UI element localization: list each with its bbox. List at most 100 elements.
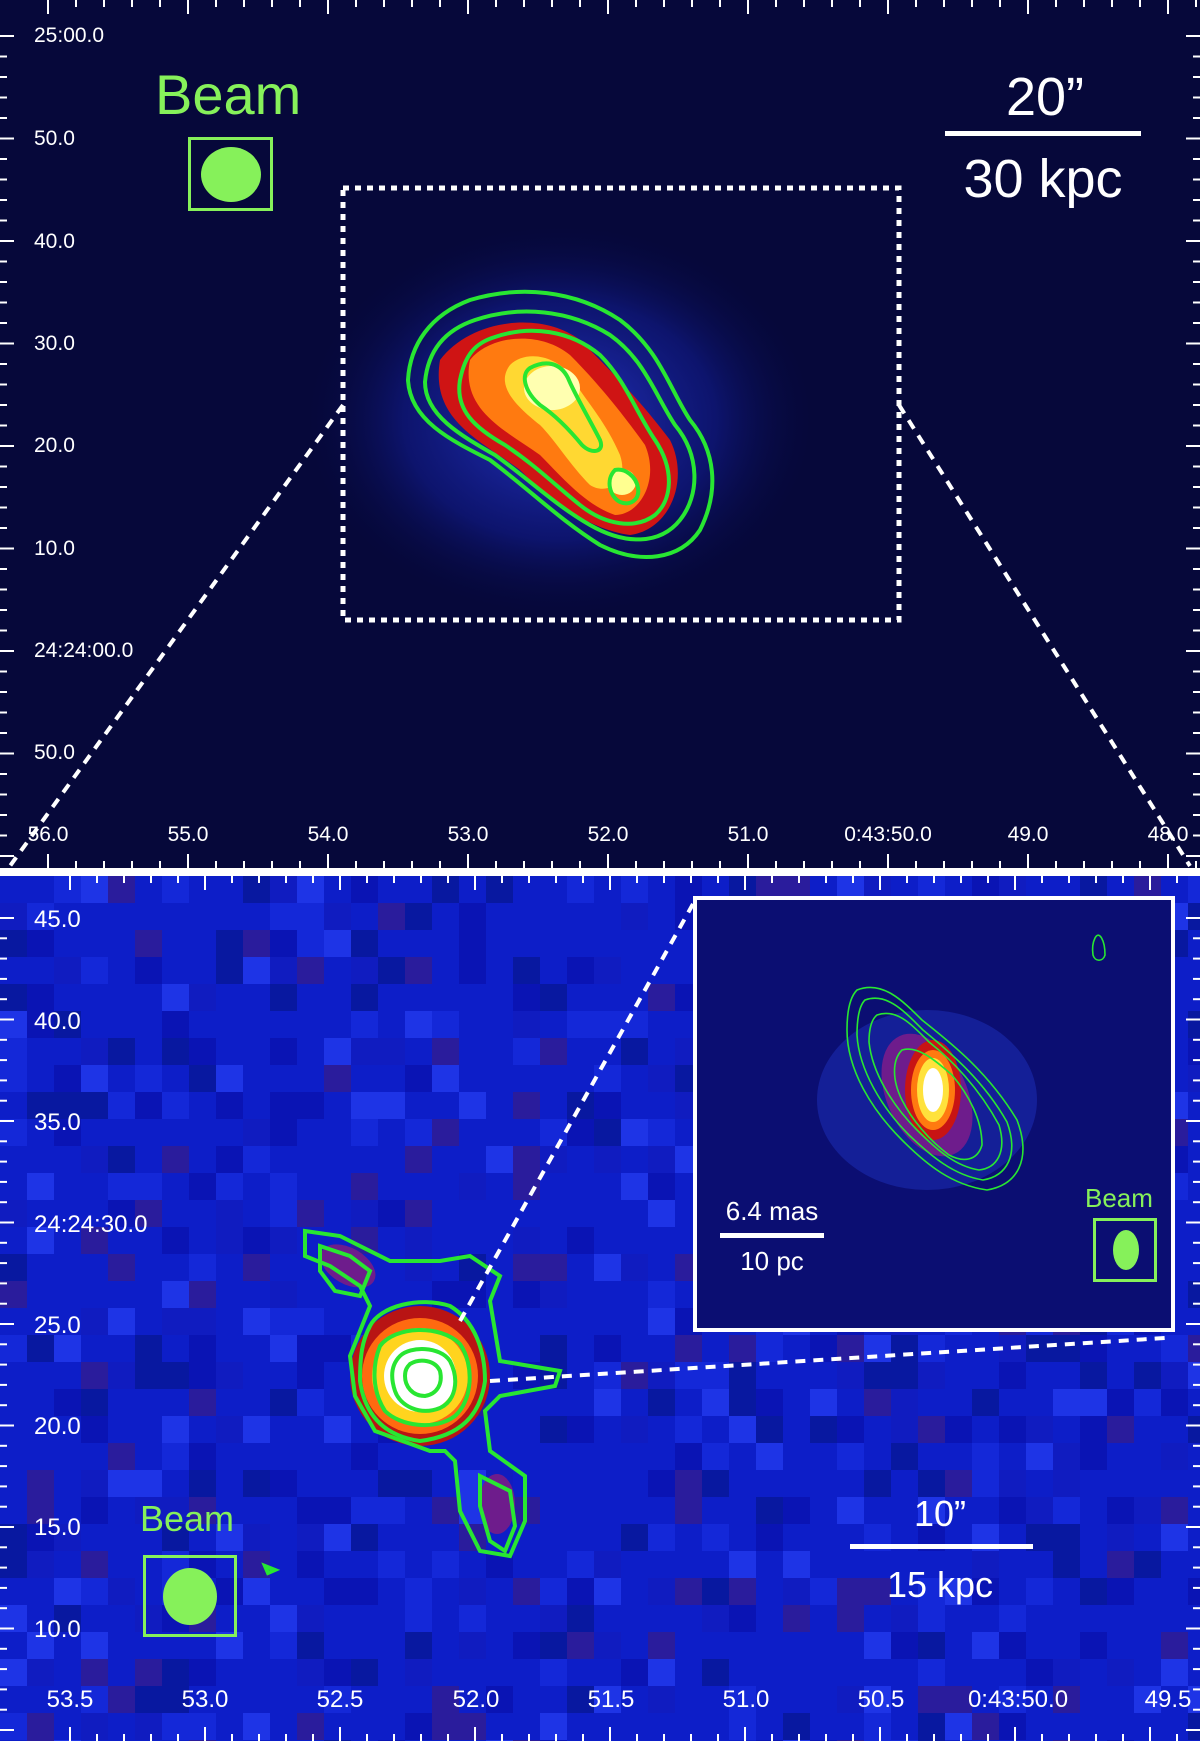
noise-pixel: [405, 1632, 432, 1659]
noise-pixel: [216, 1416, 243, 1443]
noise-pixel: [567, 1092, 594, 1119]
noise-pixel: [1080, 1362, 1107, 1389]
noise-pixel: [162, 1497, 189, 1524]
noise-pixel: [189, 1470, 216, 1497]
noise-pixel: [0, 984, 27, 1011]
noise-pixel: [162, 876, 189, 903]
noise-pixel: [216, 930, 243, 957]
noise-pixel: [837, 1605, 864, 1632]
noise-pixel: [702, 1578, 729, 1605]
noise-pixel: [351, 876, 378, 903]
noise-pixel: [675, 1335, 702, 1362]
noise-pixel: [864, 1362, 891, 1389]
noise-pixel: [756, 1497, 783, 1524]
noise-pixel: [783, 1497, 810, 1524]
noise-pixel: [594, 1551, 621, 1578]
noise-pixel: [135, 1605, 162, 1632]
noise-pixel: [81, 1551, 108, 1578]
noise-pixel: [0, 903, 27, 930]
noise-pixel: [621, 1254, 648, 1281]
noise-pixel: [135, 1659, 162, 1686]
noise-pixel: [108, 876, 135, 903]
noise-pixel: [540, 1038, 567, 1065]
noise-pixel: [621, 1524, 648, 1551]
noise-pixel: [513, 1092, 540, 1119]
noise-pixel: [351, 957, 378, 984]
noise-pixel: [27, 984, 54, 1011]
top-x-tick-label: 0:43:50.0: [844, 823, 932, 846]
noise-pixel: [621, 1362, 648, 1389]
noise-pixel: [189, 1308, 216, 1335]
noise-pixel: [405, 1119, 432, 1146]
noise-pixel: [297, 1092, 324, 1119]
inset-core-peak: [923, 1068, 943, 1112]
noise-pixel: [324, 1524, 351, 1551]
noise-pixel: [675, 1443, 702, 1470]
noise-pixel: [270, 1119, 297, 1146]
noise-pixel: [540, 1335, 567, 1362]
noise-pixel: [1188, 1011, 1200, 1038]
noise-pixel: [324, 930, 351, 957]
noise-pixel: [243, 1416, 270, 1443]
noise-pixel: [1107, 1578, 1134, 1605]
noise-pixel: [405, 1578, 432, 1605]
noise-pixel: [621, 1011, 648, 1038]
bottom-y-tick-label: 24:24:30.0: [34, 1211, 148, 1238]
noise-pixel: [324, 1416, 351, 1443]
noise-pixel: [621, 876, 648, 903]
noise-pixel: [621, 1119, 648, 1146]
noise-pixel: [1107, 1389, 1134, 1416]
noise-pixel: [108, 1254, 135, 1281]
noise-pixel: [459, 1713, 486, 1740]
top-scale-distance: 30 kpc: [963, 149, 1123, 209]
noise-pixel: [918, 1713, 945, 1740]
noise-pixel: [189, 1659, 216, 1686]
bottom-x-tick-label: 51.5: [587, 1686, 635, 1713]
noise-pixel: [432, 1065, 459, 1092]
noise-pixel: [594, 1632, 621, 1659]
bottom-y-tick-label: 15.0: [34, 1514, 81, 1541]
noise-pixel: [1107, 1524, 1134, 1551]
noise-pixel: [324, 1497, 351, 1524]
noise-pixel: [216, 1146, 243, 1173]
noise-pixel: [297, 1335, 324, 1362]
noise-pixel: [567, 1011, 594, 1038]
noise-pixel: [540, 984, 567, 1011]
noise-pixel: [567, 1416, 594, 1443]
noise-pixel: [405, 1146, 432, 1173]
noise-pixel: [891, 1335, 918, 1362]
noise-pixel: [351, 1092, 378, 1119]
noise-pixel: [945, 1470, 972, 1497]
noise-pixel: [405, 1605, 432, 1632]
noise-pixel: [135, 957, 162, 984]
noise-pixel: [54, 1092, 81, 1119]
noise-pixel: [27, 903, 54, 930]
noise-pixel: [297, 1362, 324, 1389]
noise-pixel: [918, 1605, 945, 1632]
noise-pixel: [405, 1713, 432, 1740]
noise-pixel: [486, 1686, 513, 1713]
noise-pixel: [1026, 1443, 1053, 1470]
noise-pixel: [756, 1443, 783, 1470]
noise-pixel: [378, 957, 405, 984]
noise-pixel: [162, 1362, 189, 1389]
noise-pixel: [783, 1605, 810, 1632]
noise-pixel: [1134, 1497, 1161, 1524]
noise-pixel: [270, 1308, 297, 1335]
bottom-radio-map-panel: 45.0 40.0 35.0 24:24:30.0 25.0 20.0 15.0…: [0, 876, 1200, 1741]
top-beam-label: Beam: [155, 63, 302, 126]
noise-pixel: [729, 1389, 756, 1416]
noise-pixel: [648, 1362, 675, 1389]
noise-pixel: [351, 1119, 378, 1146]
noise-pixel: [837, 1443, 864, 1470]
noise-pixel: [27, 1173, 54, 1200]
noise-pixel: [270, 1335, 297, 1362]
noise-pixel: [999, 1632, 1026, 1659]
noise-pixel: [1026, 1497, 1053, 1524]
noise-pixel: [297, 1659, 324, 1686]
noise-pixel: [540, 1146, 567, 1173]
noise-pixel: [189, 1362, 216, 1389]
noise-pixel: [27, 1470, 54, 1497]
noise-pixel: [162, 1227, 189, 1254]
noise-pixel: [135, 1686, 162, 1713]
